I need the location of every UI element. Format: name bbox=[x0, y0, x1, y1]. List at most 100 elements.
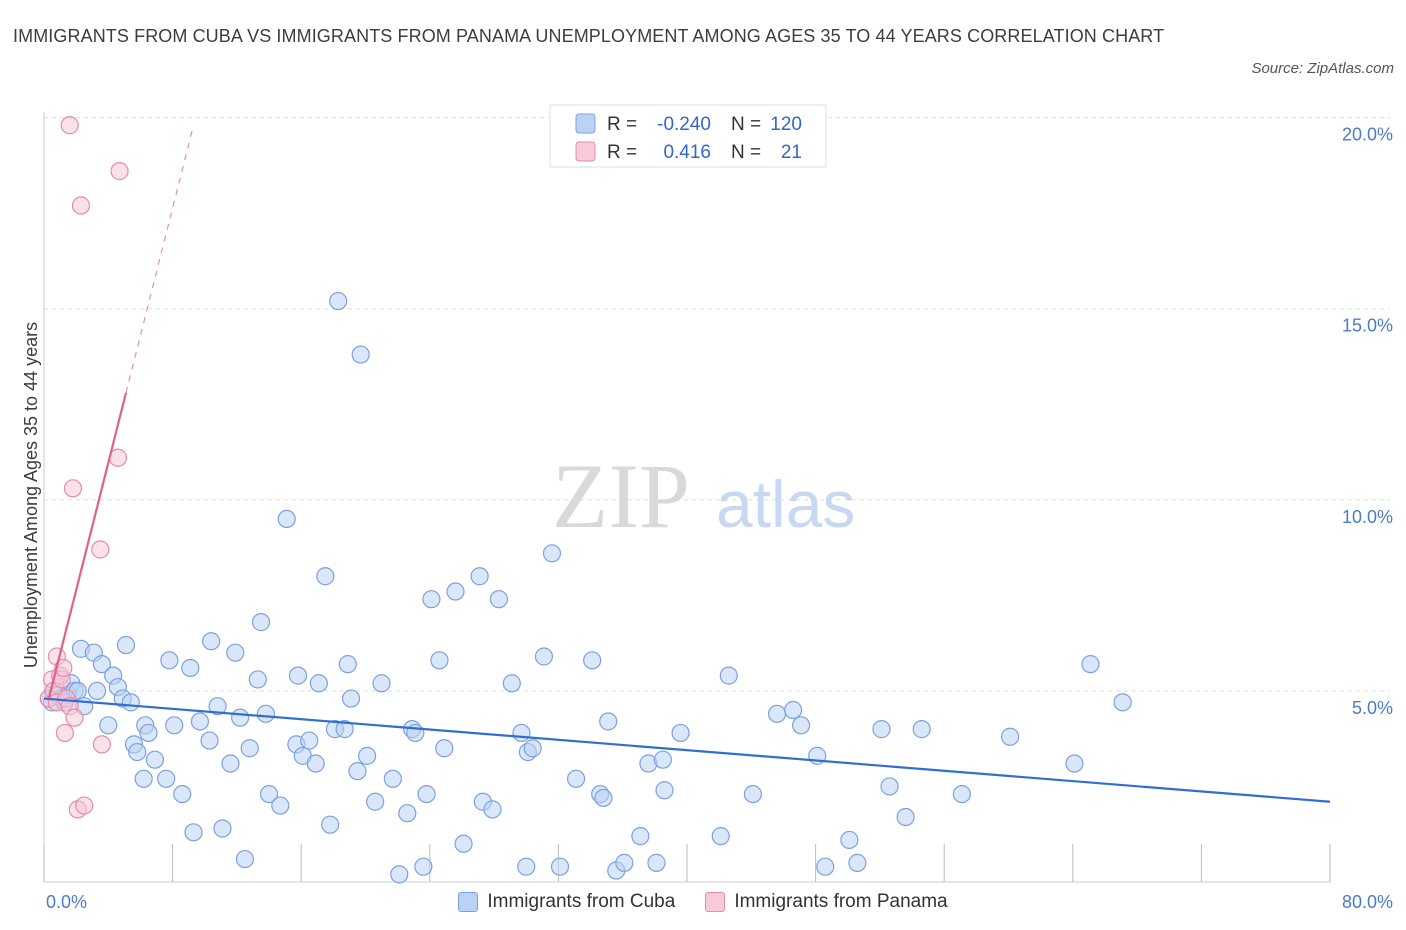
cuba-point-46 bbox=[256, 704, 275, 723]
cuba-point-108 bbox=[767, 704, 787, 723]
source-note: Source: ZipAtlas.com bbox=[1251, 60, 1394, 77]
cuba-point-95 bbox=[594, 788, 613, 808]
cuba-point-23 bbox=[128, 742, 147, 762]
correlation-legend: R = -0.240 N = 120 R = 0.416 N = 21 bbox=[549, 104, 827, 168]
cuba-point-61 bbox=[338, 655, 357, 674]
legend-n-value-cuba: 120 bbox=[770, 114, 802, 135]
cuba-point-30 bbox=[165, 716, 184, 735]
legend-n-label-cuba: N = bbox=[731, 114, 761, 135]
panama-point-18 bbox=[92, 735, 111, 754]
x-tick-labels: 0.0% 80.0% bbox=[46, 892, 1393, 912]
panama-point-16 bbox=[75, 796, 94, 815]
grid-lines bbox=[44, 117, 1390, 692]
legend-item-panama: Immigrants from Panama bbox=[705, 891, 948, 913]
panama-trend-line bbox=[47, 392, 128, 699]
cuba-point-98 bbox=[615, 853, 634, 872]
cuba-point-34 bbox=[190, 712, 210, 731]
cuba-point-24 bbox=[134, 769, 153, 788]
cuba-point-115 bbox=[872, 720, 891, 739]
cuba-point-96 bbox=[599, 712, 618, 731]
cuba-point-27 bbox=[145, 750, 165, 769]
cuba-point-59 bbox=[329, 291, 348, 311]
trend-lines bbox=[43, 125, 1331, 803]
cuba-point-109 bbox=[783, 700, 803, 720]
cuba-point-41 bbox=[231, 708, 250, 727]
panama-point-11 bbox=[60, 116, 79, 135]
y-tick-label-5: 5.0% bbox=[1352, 698, 1393, 718]
y-axis-label: Unemployment Among Ages 35 to 44 years bbox=[21, 322, 41, 668]
legend-r-value-panama: 0.416 bbox=[663, 142, 711, 163]
legend-n-value-panama: 21 bbox=[781, 142, 802, 163]
watermark-zip: ZIP bbox=[552, 445, 690, 547]
cuba-point-67 bbox=[372, 674, 391, 693]
cuba-point-60 bbox=[335, 720, 354, 739]
cuba-point-62 bbox=[341, 689, 361, 708]
series-legend: Immigrants from Cuba Immigrants from Pan… bbox=[0, 888, 1406, 916]
panama-trend-extension bbox=[125, 125, 195, 393]
cuba-point-99 bbox=[631, 827, 650, 846]
cuba-point-44 bbox=[248, 670, 267, 689]
cuba-point-89 bbox=[534, 647, 554, 666]
cuba-point-38 bbox=[213, 819, 232, 838]
cuba-point-120 bbox=[1001, 727, 1020, 746]
cuba-point-86 bbox=[517, 857, 536, 876]
legend-r-label-cuba: R = bbox=[607, 114, 637, 135]
cuba-point-93 bbox=[583, 651, 602, 670]
cuba-point-37 bbox=[208, 697, 227, 716]
cuba-point-90 bbox=[542, 544, 562, 563]
legend-swatch-panama-bottom bbox=[705, 892, 726, 912]
cuba-point-75 bbox=[422, 590, 441, 609]
panama-point-15 bbox=[71, 196, 91, 215]
watermark: ZIP atlas bbox=[552, 445, 855, 547]
cuba-point-74 bbox=[417, 784, 436, 804]
cuba-point-56 bbox=[316, 567, 335, 586]
cuba-point-112 bbox=[816, 857, 835, 876]
cuba-point-77 bbox=[435, 739, 454, 758]
cuba-point-33 bbox=[184, 823, 203, 842]
cuba-point-55 bbox=[309, 674, 328, 693]
cuba-point-103 bbox=[655, 781, 674, 800]
cuba-point-14 bbox=[87, 681, 107, 701]
panama-point-12 bbox=[63, 479, 83, 498]
cuba-point-35 bbox=[200, 731, 219, 750]
cuba-point-78 bbox=[446, 582, 465, 601]
x-tick-label-0: 0.0% bbox=[46, 892, 87, 912]
series-cuba bbox=[39, 291, 1132, 884]
cuba-point-105 bbox=[711, 827, 730, 846]
cuba-point-91 bbox=[550, 857, 570, 876]
cuba-point-49 bbox=[277, 509, 296, 529]
legend-label-panama: Immigrants from Panama bbox=[734, 891, 948, 912]
cuba-point-31 bbox=[173, 784, 192, 804]
cuba-point-73 bbox=[414, 857, 433, 876]
cuba-point-70 bbox=[398, 804, 417, 823]
cuba-point-118 bbox=[912, 720, 931, 739]
legend-swatch-cuba bbox=[575, 113, 596, 134]
cuba-point-47 bbox=[259, 784, 279, 804]
cuba-point-110 bbox=[792, 716, 811, 735]
cuba-point-104 bbox=[671, 723, 690, 743]
cuba-point-15 bbox=[92, 655, 111, 674]
cuba-point-106 bbox=[719, 666, 738, 685]
cuba-point-123 bbox=[1113, 693, 1132, 712]
cuba-point-21 bbox=[99, 716, 118, 735]
cuba-trend-line bbox=[43, 697, 1331, 803]
cuba-point-66 bbox=[366, 792, 385, 811]
y-tick-label-15: 15.0% bbox=[1342, 316, 1393, 336]
cuba-point-19 bbox=[116, 635, 136, 655]
cuba-point-65 bbox=[358, 746, 377, 765]
cuba-point-42 bbox=[235, 849, 255, 869]
cuba-point-43 bbox=[240, 739, 259, 758]
cuba-point-54 bbox=[306, 754, 325, 773]
cuba-point-69 bbox=[390, 865, 409, 884]
watermark-atlas: atlas bbox=[716, 467, 855, 541]
cuba-point-121 bbox=[1065, 754, 1084, 773]
chart-title: IMMIGRANTS FROM CUBA VS IMMIGRANTS FROM … bbox=[13, 26, 1165, 46]
cuba-point-28 bbox=[157, 769, 176, 788]
panama-point-17 bbox=[91, 540, 110, 559]
cuba-point-76 bbox=[430, 651, 449, 670]
cuba-point-88 bbox=[523, 739, 542, 758]
cuba-point-39 bbox=[221, 754, 240, 773]
cuba-point-53 bbox=[300, 731, 319, 750]
panama-point-8 bbox=[55, 723, 74, 743]
